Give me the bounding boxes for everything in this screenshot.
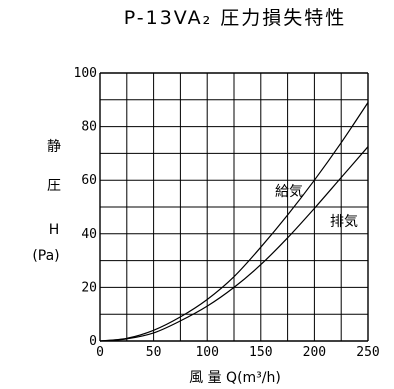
series-line-exhaust — [99, 146, 369, 342]
x-tick-label: 50 — [146, 345, 162, 360]
series-label-exhaust: 排気 — [330, 214, 358, 230]
y-tick-label: 20 — [81, 280, 97, 295]
grid — [99, 72, 369, 342]
x-tick-label: 0 — [96, 345, 104, 360]
y-tick-label: 40 — [81, 227, 97, 242]
y-axis-label: 静 圧 H (Pa) — [32, 139, 61, 264]
x-tick-labels: 0 50 100 150 200 250 — [96, 345, 380, 360]
chart-title: P-13VA₂ 圧力損失特性 — [124, 7, 347, 29]
x-tick-label: 150 — [249, 345, 272, 360]
y-tick-label: 60 — [81, 173, 97, 188]
y-tick-label: 100 — [74, 66, 97, 81]
y-tick-label: 0 — [89, 334, 97, 349]
y-label-line-4: (Pa) — [32, 248, 59, 264]
curves — [99, 102, 369, 342]
y-tick-label: 80 — [81, 120, 97, 135]
y-label-line-3: H — [49, 222, 60, 238]
x-tick-label: 100 — [195, 345, 218, 360]
y-tick-labels: 0 20 40 60 80 100 — [74, 66, 97, 349]
x-tick-label: 250 — [356, 345, 379, 360]
series-line-supply — [99, 102, 369, 342]
y-label-line-1: 静 — [47, 139, 61, 155]
x-tick-label: 200 — [303, 345, 326, 360]
y-label-line-2: 圧 — [47, 178, 61, 194]
series-label-supply: 給気 — [275, 184, 303, 200]
x-axis-label: 風 量 Q(m³/h) — [189, 370, 281, 386]
